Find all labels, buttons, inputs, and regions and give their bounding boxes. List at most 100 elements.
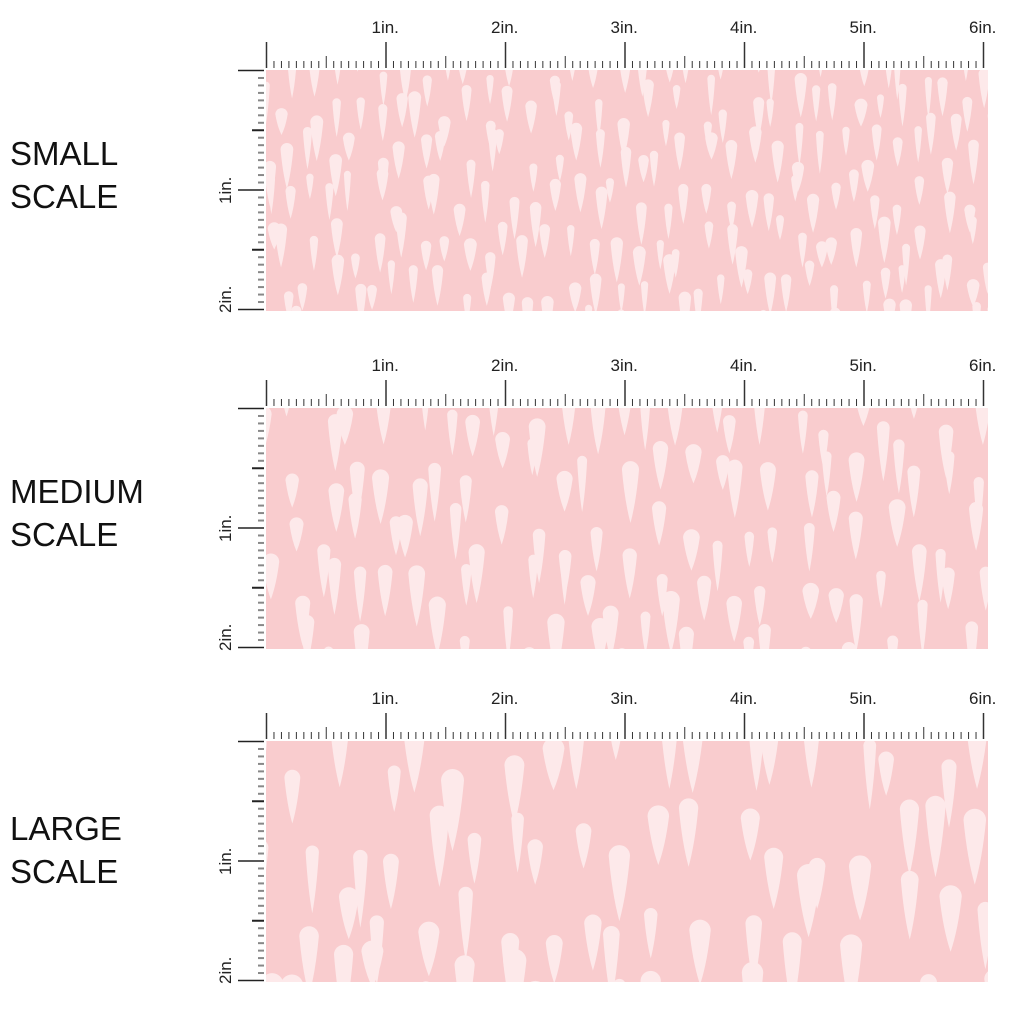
drop [288,70,297,99]
drop [332,98,341,138]
drop [577,455,588,512]
drop [338,887,359,940]
drop [819,70,823,78]
drop [666,70,674,83]
drop-pattern [266,741,988,982]
drop [327,557,342,615]
drop-pattern [266,70,988,311]
drop [745,189,759,228]
drop [428,596,446,649]
drop [797,863,821,938]
drop [299,615,315,649]
drop [505,70,513,87]
drop [284,408,289,417]
drop [461,563,472,606]
drop [556,470,573,512]
drop [454,955,475,982]
drop [818,429,829,469]
drop [284,769,301,824]
drop [798,232,807,268]
drop [767,527,778,563]
drop [328,483,345,532]
drop [640,970,661,982]
drop [640,408,650,451]
drop [378,104,388,142]
drop [663,254,676,294]
drop [743,269,753,295]
drop [552,80,561,116]
ruler-label-side: 2in. [216,623,235,651]
scale-label-line2: SCALE [10,853,119,890]
drop [501,85,513,122]
drop [647,805,670,865]
drop [387,765,401,812]
drop [532,528,546,584]
side-ruler-ticks [238,69,264,311]
drop [935,548,946,603]
drop [459,475,472,523]
drop [821,451,832,497]
drop [830,285,839,311]
drop [863,741,877,810]
ruler-label-top: 3in. [610,18,638,37]
drop [547,613,565,649]
drop [704,221,714,249]
drop [749,126,762,163]
drop [529,201,542,248]
drop [968,216,977,245]
drop [850,228,863,268]
drop [516,235,528,278]
drop [266,973,284,982]
drop [422,75,432,107]
drop [638,154,649,183]
drop [617,118,630,158]
scale-label-line1: LARGE [10,810,122,847]
drop [749,741,764,791]
drop [329,154,343,197]
drop [878,751,894,796]
drop [943,451,955,495]
drop [754,408,765,446]
drop [497,221,508,256]
drop [662,590,680,649]
drop [815,130,824,174]
drop [987,307,988,311]
drop [780,274,792,311]
drop [798,410,808,454]
drop [485,252,496,290]
drop [372,469,390,525]
drop [722,415,736,454]
drop [969,502,984,551]
drop [826,490,841,532]
drop [267,175,276,215]
side-ruler-ticks [238,740,264,982]
drop [387,260,396,295]
drop [944,191,956,234]
drop [353,849,368,928]
ruler-label-top: 3in. [610,689,638,708]
drop [605,178,615,203]
drop [404,741,425,793]
drop [825,237,837,265]
drop [503,606,513,649]
ruler-label-top: 2in. [491,356,519,375]
drop [962,96,973,132]
drop [917,599,928,649]
drop [555,154,564,182]
drop [972,301,981,311]
drop [590,408,606,455]
drop [529,163,538,192]
drop [611,741,621,761]
drop [759,462,776,511]
ruler-label-top: 1in. [371,356,399,375]
drop [530,980,540,982]
drop [569,70,575,81]
drop [620,146,632,188]
drop [524,647,535,649]
drop [674,132,685,171]
drop [816,241,828,268]
drop [841,642,857,649]
drop [525,100,537,134]
drop [285,473,299,508]
drop [861,159,875,192]
